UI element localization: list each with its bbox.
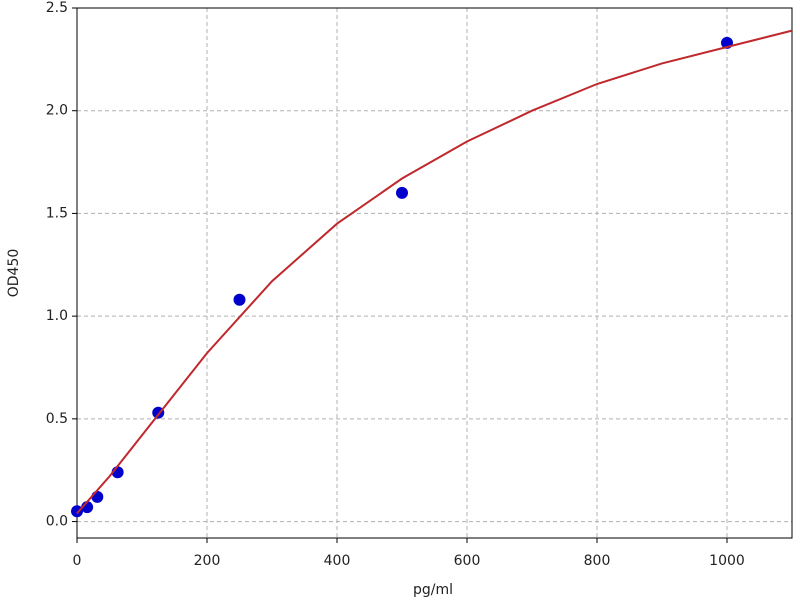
x-tick-label: 800 xyxy=(584,553,611,569)
x-tick-label: 1000 xyxy=(709,553,745,569)
plot-frame xyxy=(76,7,793,539)
y-tick-label: 0.0 xyxy=(46,514,68,530)
y-tick-label: 2.0 xyxy=(46,103,68,119)
y-tick-label: 1.0 xyxy=(46,308,68,324)
data-point xyxy=(233,293,246,306)
x-tick-label: 200 xyxy=(194,553,221,569)
x-tick-label: 0 xyxy=(73,553,82,569)
y-tick-label: 0.5 xyxy=(46,411,68,427)
fit-curve xyxy=(76,29,793,515)
data-point xyxy=(396,186,408,199)
y-tick-label: 2.5 xyxy=(46,0,68,16)
data-point xyxy=(71,505,83,518)
y-axis-label: OD450 xyxy=(6,249,22,298)
y-tick-label: 1.5 xyxy=(46,205,68,221)
x-axis-label: pg/ml xyxy=(413,582,453,598)
x-tick-label: 400 xyxy=(324,553,351,569)
data-point xyxy=(91,490,104,503)
x-tick-label: 600 xyxy=(454,553,481,569)
